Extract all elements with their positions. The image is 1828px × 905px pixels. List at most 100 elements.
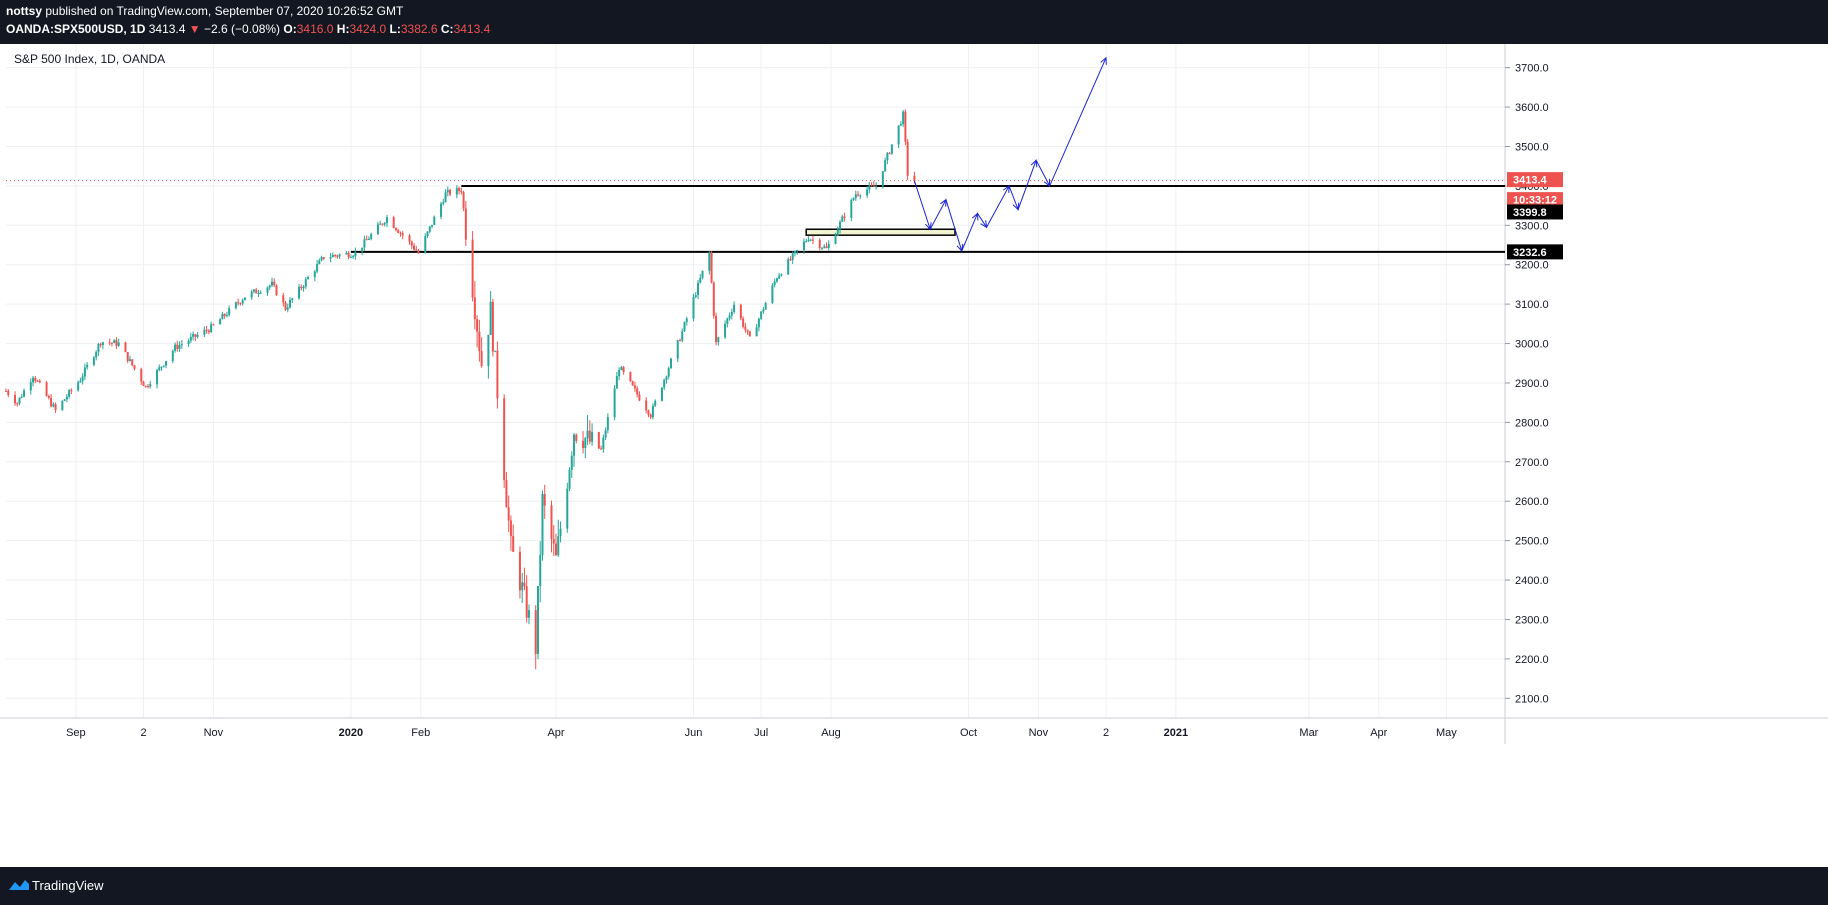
candle-body: [392, 217, 395, 228]
close-label: C:: [440, 22, 454, 36]
candle-body: [667, 368, 670, 377]
candle-body: [250, 291, 253, 298]
candle-body: [663, 379, 666, 388]
candle-body: [455, 188, 458, 195]
candle-body: [361, 247, 364, 252]
candle-body: [633, 385, 636, 389]
candle-body: [631, 381, 634, 386]
candle-body: [654, 400, 657, 406]
y-tick-label: 2400.0: [1515, 575, 1549, 587]
candle-body: [491, 301, 494, 352]
x-tick-label: Aug: [821, 727, 841, 739]
candle-body: [426, 231, 429, 237]
candle-body: [480, 351, 483, 367]
candle-body: [115, 340, 118, 346]
candle-body: [225, 314, 228, 316]
candle-body: [379, 223, 382, 225]
candle-body: [708, 252, 711, 271]
candle-body: [850, 199, 853, 218]
candle-body: [316, 264, 319, 272]
candle-body: [764, 302, 767, 310]
candle-body: [370, 234, 373, 240]
candle-body: [755, 327, 758, 337]
candle-body: [23, 390, 26, 397]
symbol-ohlc: OANDA:SPX500USD, 1D 3413.4 ▼ −2.6 (−0.08…: [6, 22, 490, 36]
candle-body: [839, 221, 842, 230]
candle-body: [827, 243, 830, 248]
candle-body: [724, 323, 727, 338]
candle-body: [275, 285, 278, 296]
candle-body: [841, 216, 844, 222]
candle-body: [507, 507, 510, 521]
candle-body: [45, 382, 48, 397]
candle-body: [298, 286, 301, 299]
candle-body: [336, 255, 339, 257]
candle-body: [802, 241, 805, 250]
projection-arrowhead: [980, 220, 988, 229]
support-level-badge: 3232.6: [1513, 247, 1547, 259]
close-value: 3413.4: [453, 22, 491, 36]
candle-body: [399, 232, 402, 234]
down-arrow-icon: ▼: [188, 22, 201, 36]
candle-body: [503, 398, 506, 481]
candle-body: [509, 520, 512, 537]
candle-body: [241, 300, 244, 304]
candle-body: [854, 194, 857, 199]
candle-body: [133, 365, 136, 369]
projection-arrowhead: [1100, 56, 1107, 65]
x-tick-label: Jul: [754, 727, 768, 739]
candle-body: [149, 384, 152, 387]
candle-body: [744, 326, 747, 330]
candle-body: [771, 285, 774, 303]
open-label: O:: [283, 22, 297, 36]
brand-name[interactable]: TradingView: [32, 878, 104, 893]
candle-body: [665, 376, 668, 380]
x-tick-label: Apr: [1370, 727, 1387, 739]
price-chart[interactable]: 2100.0 2200.0 2300.0 2400.0 2500.0 2600.0 2700…: [0, 44, 1828, 867]
candle-body: [796, 249, 799, 252]
symbol-name: OANDA:SPX500USD, 1D: [6, 22, 146, 36]
candle-body: [746, 329, 749, 332]
candle-body: [730, 311, 733, 316]
candle-body: [489, 301, 492, 335]
candle-body: [496, 350, 499, 399]
chart-container[interactable]: 2100.0 2200.0 2300.0 2400.0 2500.0 2600.0 2700…: [0, 44, 1828, 867]
candle-body: [412, 245, 415, 250]
candle-body: [618, 370, 621, 377]
candle-body: [144, 385, 147, 387]
candle-body: [255, 289, 258, 294]
candle-body: [555, 543, 558, 556]
candle-body: [239, 303, 242, 305]
candle-body: [518, 551, 521, 591]
footer-bar: TradingView: [0, 867, 1828, 905]
candle-body: [525, 586, 528, 618]
projection-arrowhead: [940, 198, 947, 207]
last-price-badge-bg: [1507, 172, 1563, 188]
candle-body: [649, 414, 652, 418]
y-tick-label: 3600.0: [1515, 102, 1549, 114]
candle-body: [521, 582, 524, 591]
y-tick-label: 3300.0: [1515, 220, 1549, 232]
candle-body: [825, 246, 828, 248]
candle-body: [600, 448, 603, 450]
y-tick-label: 2900.0: [1515, 378, 1549, 390]
candle-body: [458, 188, 461, 192]
candle-body: [5, 390, 7, 392]
y-tick-label: 2500.0: [1515, 536, 1549, 548]
candle-body: [584, 438, 587, 449]
candle-body: [196, 334, 199, 337]
candle-body: [906, 141, 909, 176]
support-zone-rect: [805, 228, 956, 236]
candle-body: [165, 361, 168, 366]
candle-body: [692, 297, 695, 319]
candle-body: [234, 302, 237, 309]
candle-body: [205, 329, 208, 331]
candle-body: [304, 279, 307, 287]
candle-body: [110, 342, 113, 344]
candle-body: [424, 236, 427, 253]
candle-body: [338, 254, 341, 257]
candle-body: [539, 554, 542, 587]
candle-body: [142, 381, 145, 386]
candle-body: [54, 404, 57, 410]
author-name[interactable]: nottsy: [6, 4, 42, 18]
